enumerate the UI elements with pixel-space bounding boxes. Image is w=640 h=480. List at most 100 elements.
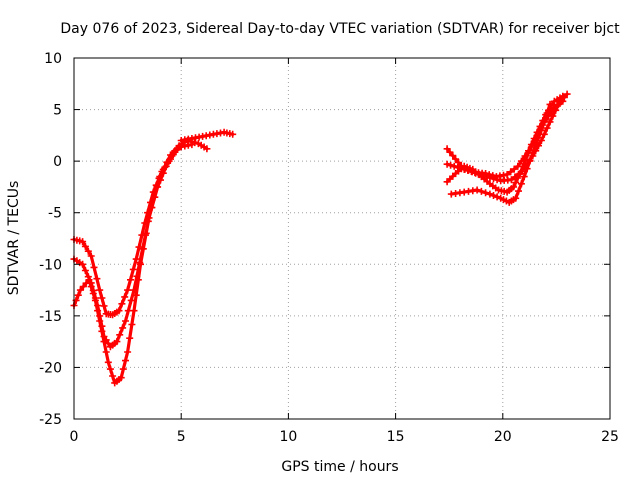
series-7 [447,100,554,206]
data-point [121,293,129,301]
data-point [122,317,129,325]
data-point [116,331,124,339]
data-point [128,321,136,328]
data-point [87,283,95,291]
data-series [70,90,571,387]
data-point [126,334,134,342]
data-point [84,247,92,255]
data-point [89,290,97,297]
data-point [559,97,567,105]
data-point [81,242,89,250]
series-2 [70,141,185,387]
data-point [162,162,170,170]
y-tick-label: -10 [39,257,62,273]
data-point [96,286,104,294]
data-point [450,162,458,170]
data-point [493,176,501,184]
data-point [127,296,135,304]
data-point [523,165,531,173]
data-point [122,357,129,365]
y-tick-label: 0 [53,154,62,170]
data-point [132,255,140,263]
data-point [473,186,481,194]
x-tick-label: 20 [494,429,512,445]
plot-frame [73,57,611,420]
series-trace [72,143,183,385]
x-tick-labels: 0 5 10 15 20 25 [70,429,619,445]
data-point [81,267,89,274]
axis-ticks [73,57,611,420]
data-point [148,204,156,212]
y-tick-label: 10 [44,51,62,67]
data-point [91,296,99,304]
y-tick-labels: -25 -20 -15 -10 -5 0 5 10 [39,51,62,428]
data-point [139,245,147,253]
data-point [526,157,534,165]
data-point [124,348,132,356]
data-point [447,161,455,169]
data-point [90,263,98,271]
data-point [486,190,494,198]
data-point [137,260,144,268]
data-point [540,118,548,126]
data-point [134,276,142,284]
data-point [104,358,112,366]
data-point [74,291,82,299]
data-point [106,365,114,373]
data-point [154,183,162,191]
data-point [79,238,87,246]
y-tick-label: -15 [39,309,62,325]
x-tick-label: 0 [70,429,79,445]
data-point [514,174,522,182]
data-point [151,193,159,201]
y-tick-label: -5 [48,206,62,222]
data-point [543,109,551,117]
data-point [493,193,501,201]
data-point [546,100,554,108]
data-point [486,174,494,182]
data-point [96,317,104,325]
x-axis-label: GPS time / hours [281,459,398,475]
data-point [145,214,153,222]
data-point [130,307,138,315]
data-point [94,307,102,315]
data-point [229,130,237,138]
data-point [79,260,87,268]
data-point [159,169,167,177]
data-point [563,90,571,98]
data-point [85,276,93,284]
x-tick-label: 15 [387,429,405,445]
data-point [102,348,110,356]
data-point [482,189,490,197]
y-tick-label: 5 [53,103,62,119]
data-point [109,372,117,380]
data-point [520,173,528,181]
data-point [165,157,173,165]
data-point [100,302,108,310]
data-point [519,163,527,171]
data-point [540,130,548,138]
data-point [157,176,164,184]
data-point [132,291,140,299]
x-tick-label: 10 [279,429,297,445]
data-point [119,365,127,373]
data-point [532,141,540,149]
data-point [117,374,125,382]
data-point [517,180,525,188]
data-point [516,170,524,177]
y-axis-label: SDTVAR / TECUs [6,181,22,296]
data-point [535,134,542,142]
data-point [124,286,132,294]
data-point [127,276,134,284]
data-point [98,294,106,302]
data-point [512,194,520,202]
data-point [118,300,126,308]
data-point [168,152,176,160]
chart-title: Day 076 of 2023, Sidereal Day-to-day VTE… [60,21,620,37]
grid [74,58,610,419]
data-point [129,265,137,273]
x-tick-label: 5 [177,429,186,445]
x-tick-label: 25 [601,429,619,445]
data-point [537,126,545,134]
